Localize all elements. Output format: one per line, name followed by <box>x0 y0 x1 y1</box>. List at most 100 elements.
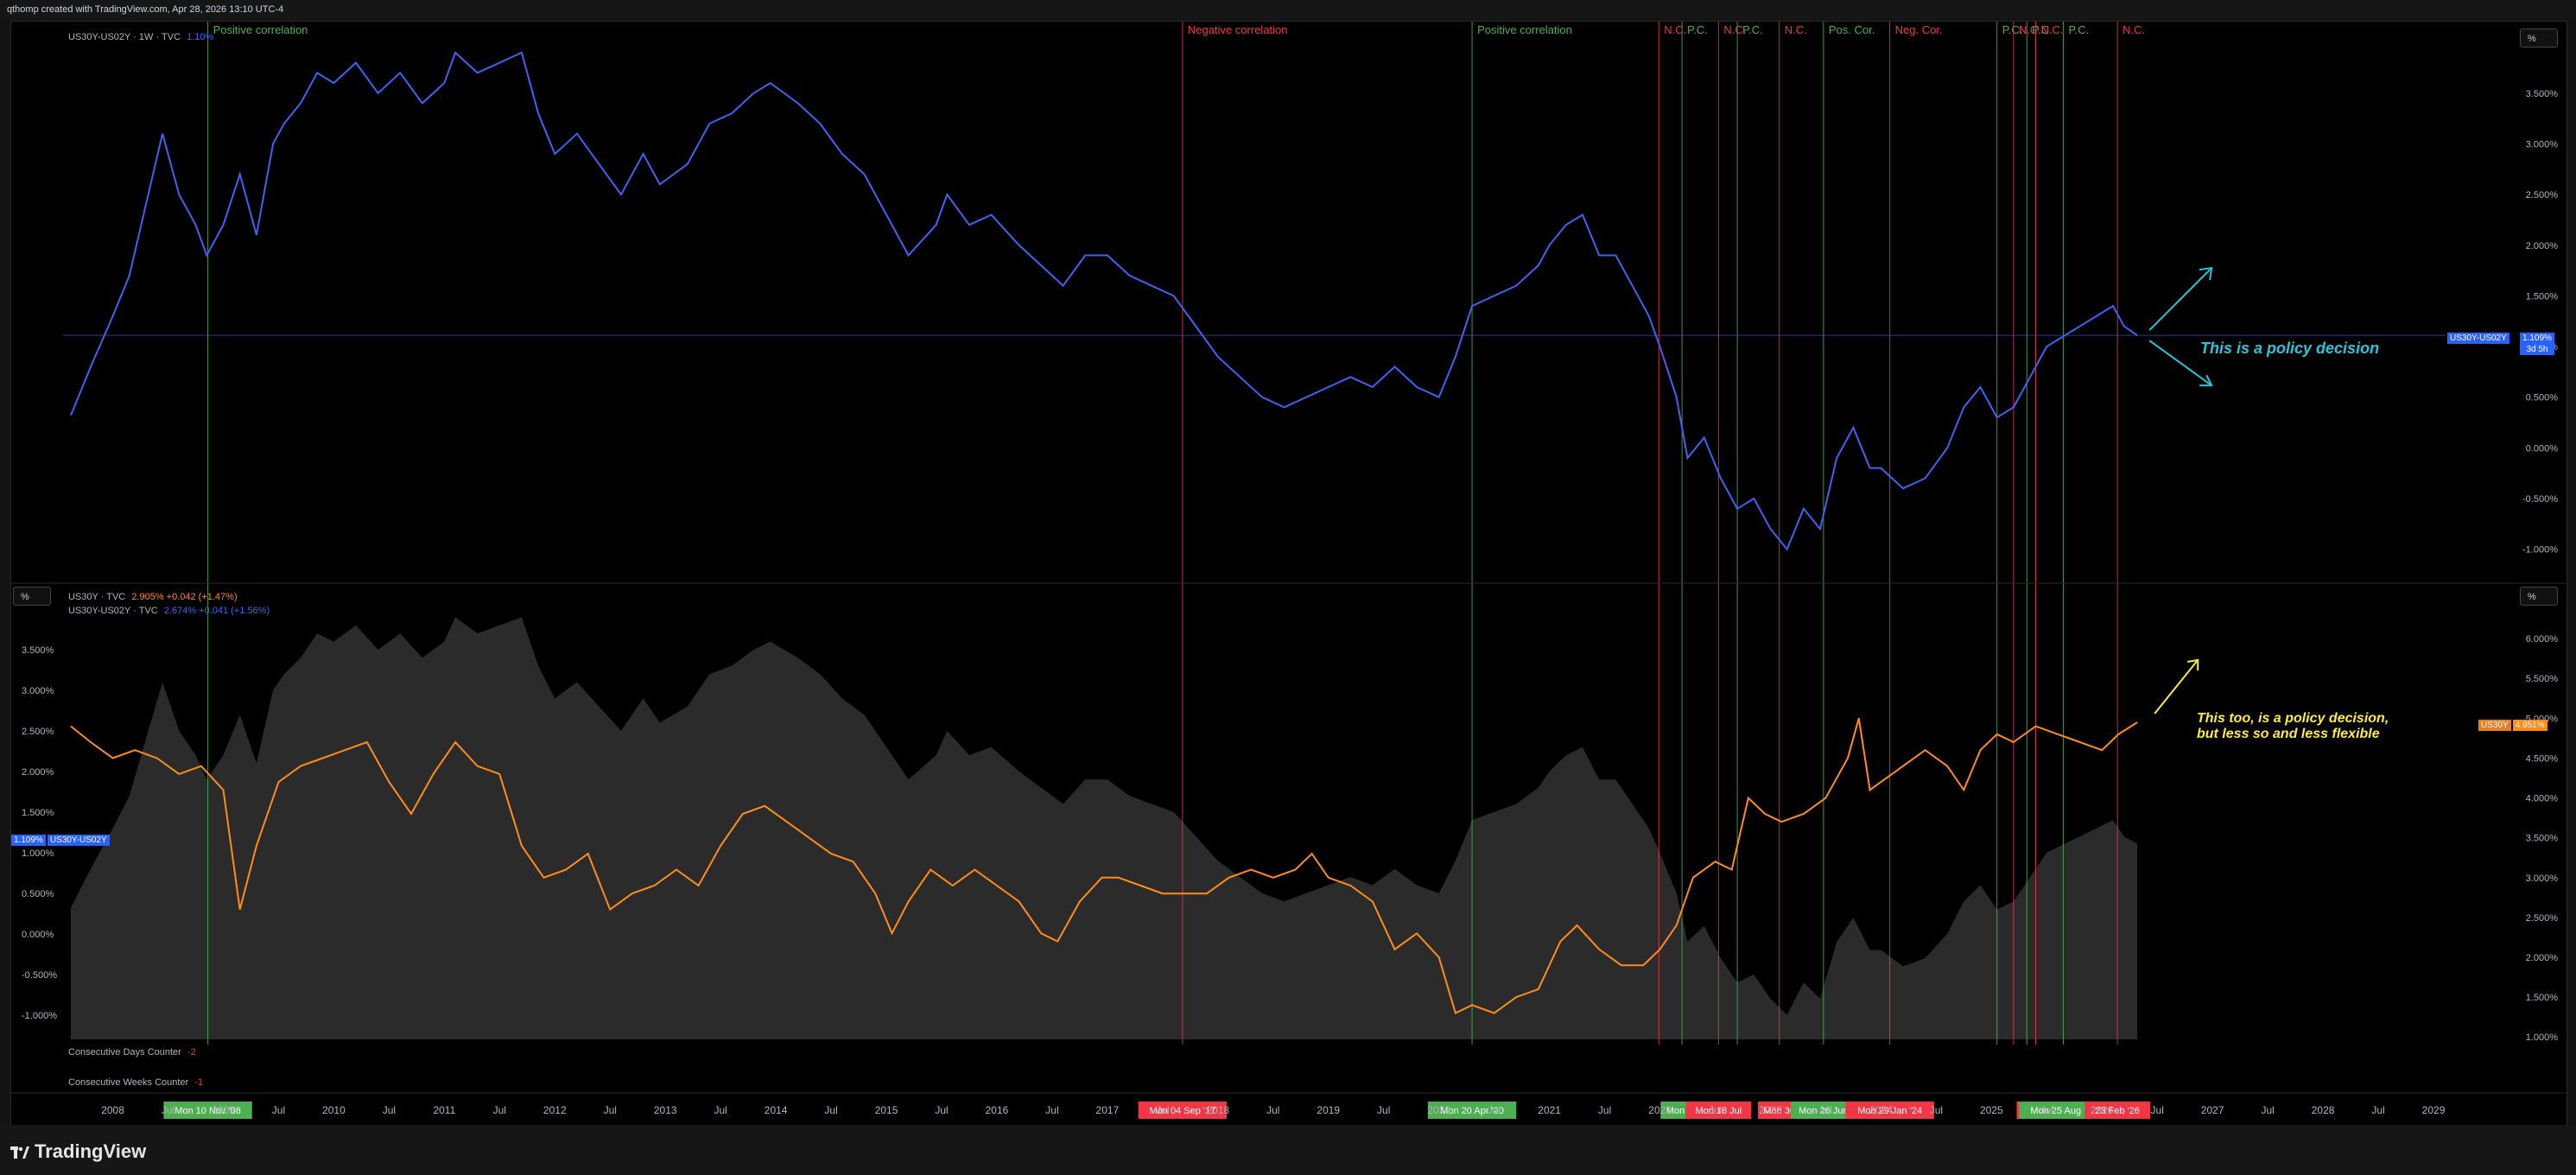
top-y-tick-1: 3.000% <box>2526 139 2559 149</box>
x-tick-27: Jul <box>1598 1104 1611 1116</box>
regime-date-badge-15 <box>2084 1102 2151 1119</box>
regime-label-8: Pos. Cor. <box>1829 23 1875 36</box>
legend-us30y-symbol: US30Y · TVC <box>68 592 126 602</box>
top-arrow-down-head <box>2199 374 2213 387</box>
top-arrow-up <box>2148 267 2212 331</box>
x-tick-22: 2019 <box>1317 1104 1340 1116</box>
x-tick-15: Jul <box>935 1104 948 1116</box>
x-tick-8: 2012 <box>543 1104 567 1116</box>
days-counter: Consecutive Days Counter -2 <box>68 1047 196 1058</box>
weeks-counter-value: -1 <box>194 1077 204 1088</box>
days-counter-value: -2 <box>187 1047 196 1058</box>
top-arrow-down <box>2148 340 2212 386</box>
regime-date-badge-5 <box>1685 1102 1752 1119</box>
x-tick-38: 2027 <box>2201 1104 2224 1116</box>
spread-line-series <box>70 51 2138 551</box>
x-tick-37: Jul <box>2151 1104 2164 1116</box>
x-tick-14: 2015 <box>875 1104 898 1116</box>
bottom-arrow-up-head <box>2187 658 2199 670</box>
regime-label-9: Neg. Cor. <box>1895 23 1943 36</box>
x-tick-7: Jul <box>493 1104 506 1116</box>
x-tick-39: Jul <box>2261 1104 2274 1116</box>
top-annotation-text: This is a policy decision <box>2200 340 2380 357</box>
bottom-annotation-line1: This too, is a policy decision, <box>2197 711 2389 726</box>
regime-date-badge-2 <box>1427 1102 1517 1119</box>
regime-label-4: P.C. <box>1687 23 1708 36</box>
regime-label-12: P.C. <box>2032 23 2053 36</box>
x-tick-25: Jul <box>1488 1104 1501 1116</box>
tradingview-logo-icon <box>10 1146 29 1159</box>
regime-date-label-0: Mon 10 Nov '08 <box>174 1106 241 1116</box>
regime-date-badge-7 <box>1757 1102 1801 1119</box>
x-tick-31: Jul <box>1819 1104 1832 1116</box>
bottom-left-tag-value: 1.109% <box>11 835 46 846</box>
bottom-pane-right-unit-button[interactable]: % <box>2520 587 2558 606</box>
weeks-counter: Consecutive Weeks Counter -1 <box>68 1077 203 1088</box>
bottom-pane-left-unit-button[interactable]: % <box>13 587 51 606</box>
x-tick-17: Jul <box>1045 1104 1058 1116</box>
x-tick-4: 2010 <box>322 1104 346 1116</box>
chart-canvas[interactable]: Positive correlation Mon 10 Nov '08 Negati… <box>11 22 2566 1126</box>
regime-label-1: Negative correlation <box>1188 23 1288 36</box>
bottom-right-y-tick-8: 2.000% <box>2526 953 2559 963</box>
regime-label-3: N.C. <box>1664 23 1686 36</box>
tradingview-brand-text: TradingView <box>35 1140 147 1162</box>
legend-spread-value: 2.674% +0.041 (+1.56%) <box>163 606 270 616</box>
bottom-legend-spread: US30Y-US02Y · TVC 2.674% +0.041 (+1.56%) <box>68 604 270 618</box>
regime-label-2: Positive correlation <box>1477 23 1572 36</box>
bottom-right-tag-value: 4.951% <box>2512 720 2547 731</box>
bottom-right-y-tick-10: 1.000% <box>2526 1032 2559 1043</box>
top-y-tick-2: 2.500% <box>2526 190 2559 200</box>
bottom-right-y-tick-9: 1.500% <box>2526 993 2559 1003</box>
regime-date-label-7: Mon 30 <box>1763 1106 1795 1116</box>
regime-date-badge-8 <box>1790 1102 1856 1119</box>
x-tick-24: 2020 <box>1427 1104 1450 1116</box>
bottom-right-y-tick-5: 3.500% <box>2526 834 2559 844</box>
regime-date-label-2: Mon 20 Apr '20 <box>1440 1106 1504 1116</box>
regime-date-label-1: Mon 04 Sep '17 <box>1150 1106 1216 1116</box>
top-y-tick-0: 3.500% <box>2526 89 2559 99</box>
top-y-tick-4: 1.500% <box>2526 291 2559 302</box>
top-y-tick-6: 0.500% <box>2526 393 2559 403</box>
bottom-left-y-tick-9: -1.000% <box>22 1011 57 1021</box>
bottom-left-tag-name: US30Y-US02Y <box>47 835 110 846</box>
legend-spread-symbol: US30Y-US02Y · TVC <box>68 606 158 616</box>
top-pane-unit-button[interactable]: % <box>2520 29 2558 48</box>
x-tick-1: Jul <box>162 1104 174 1116</box>
chart-area[interactable]: Positive correlation Mon 10 Nov '08 Negati… <box>10 21 2567 1127</box>
bottom-pane-legend: US30Y · TVC 2.905% +0.042 (+1.47%) US30Y… <box>68 590 270 618</box>
bottom-left-y-tick-4: 1.500% <box>22 808 54 818</box>
x-tick-19: Jul <box>1156 1104 1169 1116</box>
credit-text: qthomp created with TradingView.com, Apr… <box>7 4 284 15</box>
bottom-legend-us30y: US30Y · TVC 2.905% +0.042 (+1.47%) <box>68 590 270 604</box>
tradingview-logo[interactable]: TradingView <box>10 1140 146 1163</box>
top-y-tick-9: -1.000% <box>2522 545 2558 556</box>
regime-date-label-9: Mon 29 Jan '24 <box>1857 1106 1922 1116</box>
bottom-annotation-text: This too, is a policy decision, but less… <box>2197 711 2389 742</box>
regime-date-label-15: 23 Feb '26 <box>2095 1106 2140 1116</box>
bottom-left-unit-label: % <box>21 592 29 602</box>
footer-bar: TradingView <box>0 1125 2576 1175</box>
top-price-tag-value: 1.109% <box>2522 333 2552 343</box>
regime-label-7: N.C. <box>1785 23 1807 36</box>
x-tick-42: 2029 <box>2422 1104 2446 1116</box>
x-tick-18: 2017 <box>1096 1104 1120 1116</box>
x-tick-11: Jul <box>714 1104 726 1116</box>
top-y-tick-7: 0.000% <box>2526 443 2559 454</box>
regime-date-badge-9 <box>1845 1102 1934 1119</box>
x-tick-30: 2023 <box>1759 1104 1782 1116</box>
x-tick-29: Jul <box>1709 1104 1722 1116</box>
x-tick-3: Jul <box>272 1104 285 1116</box>
regime-date-badge-1 <box>1138 1102 1228 1119</box>
top-y-tick-3: 2.000% <box>2526 241 2559 251</box>
x-tick-10: 2013 <box>654 1104 677 1116</box>
x-tick-2: 2009 <box>212 1104 235 1116</box>
x-tick-23: Jul <box>1377 1104 1390 1116</box>
bottom-right-y-tick-3: 4.500% <box>2526 753 2559 764</box>
bottom-left-y-tick-5: 1.000% <box>22 848 54 859</box>
x-tick-5: Jul <box>383 1104 396 1116</box>
regime-label-0: Positive correlation <box>213 23 308 36</box>
regime-label-5: N.C. <box>1723 23 1746 36</box>
bottom-arrow-up <box>2154 659 2198 715</box>
top-arrow-up-head <box>2199 266 2213 281</box>
